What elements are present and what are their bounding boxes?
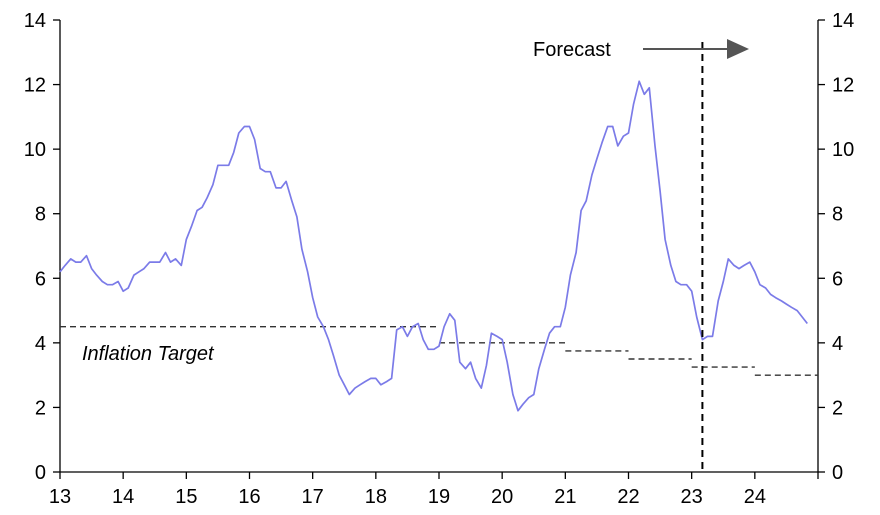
right-y-tick-label: 8 xyxy=(832,204,843,226)
x-tick-label: 18 xyxy=(365,486,387,508)
left-y-tick-label: 10 xyxy=(24,139,46,161)
right-y-tick-label: 2 xyxy=(832,397,843,419)
x-tick-label: 23 xyxy=(681,486,703,508)
axes xyxy=(59,20,819,473)
x-tick-label: 24 xyxy=(744,486,766,508)
x-tick-label: 22 xyxy=(617,486,639,508)
right-y-tick-label: 10 xyxy=(832,139,854,161)
x-tick-label: 15 xyxy=(175,486,197,508)
x-tick-label: 13 xyxy=(49,486,71,508)
right-y-tick-label: 14 xyxy=(832,10,854,32)
inflation-target-label: Inflation Target xyxy=(82,343,215,365)
x-tick-label: 20 xyxy=(491,486,513,508)
x-tick-label: 19 xyxy=(428,486,450,508)
inflation-series-line xyxy=(59,80,808,412)
forecast-arrow-icon xyxy=(727,39,749,59)
x-tick-label: 16 xyxy=(238,486,260,508)
x-tick-label: 14 xyxy=(112,486,134,508)
left-y-tick-label: 4 xyxy=(35,333,46,355)
right-y-tick-label: 12 xyxy=(832,75,854,97)
left-y-tick-label: 2 xyxy=(35,397,46,419)
x-tick-label: 17 xyxy=(302,486,324,508)
left-y-tick-label: 0 xyxy=(35,462,46,484)
left-y-tick-label: 14 xyxy=(24,10,46,32)
right-y-tick-label: 4 xyxy=(832,333,843,355)
right-y-tick-label: 0 xyxy=(832,462,843,484)
forecast-label: Forecast xyxy=(533,39,611,61)
x-tick-label: 21 xyxy=(554,486,576,508)
left-y-tick-label: 6 xyxy=(35,268,46,290)
right-y-tick-label: 6 xyxy=(832,268,843,290)
left-y-tick-label: 8 xyxy=(35,204,46,226)
left-y-tick-label: 12 xyxy=(24,75,46,97)
